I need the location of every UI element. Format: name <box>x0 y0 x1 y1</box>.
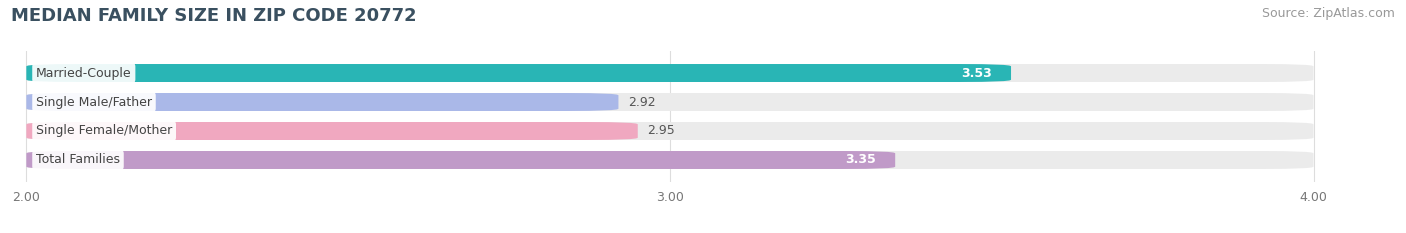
FancyBboxPatch shape <box>27 151 896 169</box>
FancyBboxPatch shape <box>27 64 1313 82</box>
FancyBboxPatch shape <box>27 151 1313 169</box>
Text: Source: ZipAtlas.com: Source: ZipAtlas.com <box>1261 7 1395 20</box>
Text: Single Male/Father: Single Male/Father <box>37 96 152 109</box>
FancyBboxPatch shape <box>27 93 619 111</box>
Text: MEDIAN FAMILY SIZE IN ZIP CODE 20772: MEDIAN FAMILY SIZE IN ZIP CODE 20772 <box>11 7 416 25</box>
Text: Total Families: Total Families <box>37 154 120 167</box>
Text: 2.92: 2.92 <box>628 96 655 109</box>
FancyBboxPatch shape <box>27 122 638 140</box>
FancyBboxPatch shape <box>27 64 1011 82</box>
Text: Single Female/Mother: Single Female/Mother <box>37 124 173 137</box>
FancyBboxPatch shape <box>27 122 1313 140</box>
Text: 2.95: 2.95 <box>647 124 675 137</box>
Text: 3.53: 3.53 <box>960 66 991 79</box>
Text: Married-Couple: Married-Couple <box>37 66 132 79</box>
FancyBboxPatch shape <box>27 93 1313 111</box>
Text: 3.35: 3.35 <box>845 154 876 167</box>
